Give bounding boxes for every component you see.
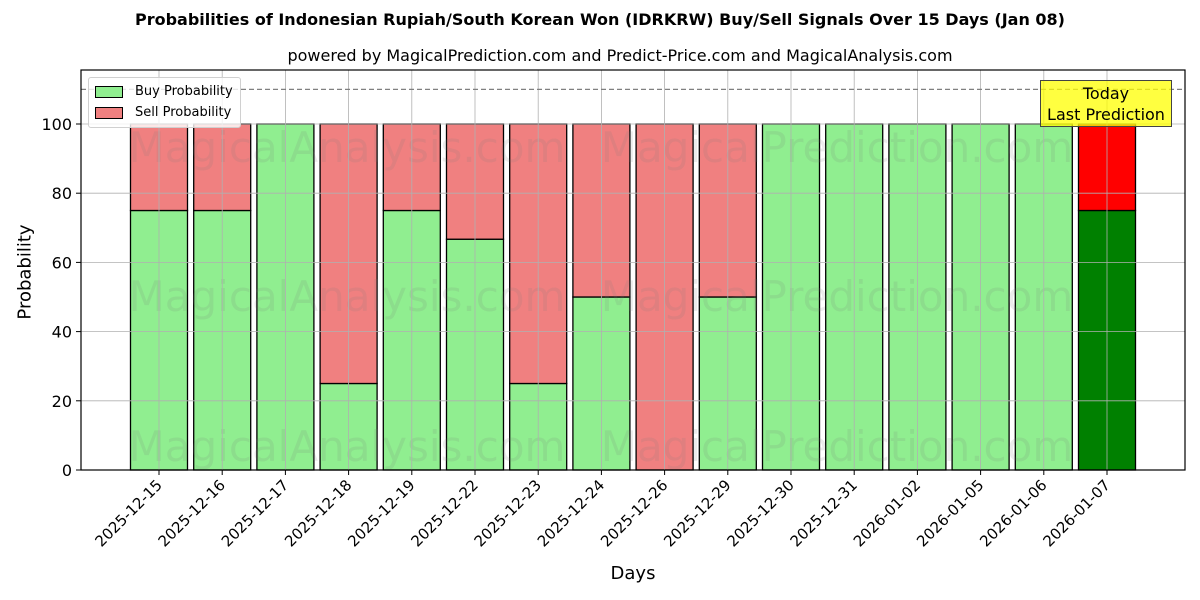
legend: Buy Probability Sell Probability: [88, 77, 241, 128]
legend-item-sell: Sell Probability: [95, 102, 233, 123]
x-axis-label: Days: [610, 563, 656, 584]
chart-title: Probabilities of Indonesian Rupiah/South…: [134, 10, 1065, 29]
x-tick-label: 2026-01-07: [1039, 476, 1113, 550]
y-tick-label: 20: [52, 392, 72, 411]
x-tick-label: 2025-12-16: [155, 476, 229, 550]
x-tick-label: 2026-01-02: [850, 476, 924, 550]
x-tick-label: 2025-12-22: [407, 476, 481, 550]
watermark-text: MagicalPrediction.com: [601, 422, 1074, 471]
x-tick-label: 2025-12-17: [218, 476, 292, 550]
legend-item-buy: Buy Probability: [95, 81, 233, 102]
x-tick-label: 2025-12-24: [534, 476, 608, 550]
y-axis-label: Probability: [14, 224, 36, 320]
watermark-text: MagicalAnalysis.com: [129, 123, 566, 172]
chart-subtitle: powered by MagicalPrediction.com and Pre…: [287, 46, 953, 65]
x-tick-label: 2025-12-30: [723, 476, 797, 550]
watermark-text: MagicalAnalysis.com: [129, 422, 566, 471]
buy-swatch-icon: [95, 85, 123, 98]
watermark-text: MagicalAnalysis.com: [129, 272, 566, 321]
watermark-text: MagicalPrediction.com: [601, 123, 1074, 172]
x-tick-label: 2025-12-15: [91, 476, 165, 550]
x-tick-label: 2026-01-06: [976, 476, 1050, 550]
watermark-text: MagicalPrediction.com: [601, 272, 1074, 321]
y-tick-label: 80: [52, 184, 72, 203]
legend-sell-label: Sell Probability: [135, 105, 232, 120]
sell-swatch-icon: [95, 106, 123, 119]
y-tick-label: 60: [52, 253, 72, 272]
x-tick-label: 2025-12-19: [344, 476, 418, 550]
x-tick-label: 2025-12-31: [787, 476, 861, 550]
y-tick-label: 40: [52, 323, 72, 342]
x-tick-label: 2025-12-23: [471, 476, 545, 550]
y-tick-label: 100: [41, 115, 72, 134]
plot-frame: [80, 69, 1186, 471]
x-tick-label: 2025-12-18: [281, 476, 355, 550]
y-tick-label: 0: [62, 461, 72, 480]
today-annotation: Today Last Prediction: [1040, 80, 1172, 127]
today-annotation-line1: Today: [1082, 84, 1130, 103]
x-tick-label: 2025-12-26: [597, 476, 671, 550]
today-annotation-line2: Last Prediction: [1047, 105, 1165, 124]
x-tick-label: 2025-12-29: [660, 476, 734, 550]
x-tick-label: 2026-01-05: [913, 476, 987, 550]
legend-buy-label: Buy Probability: [135, 84, 233, 99]
